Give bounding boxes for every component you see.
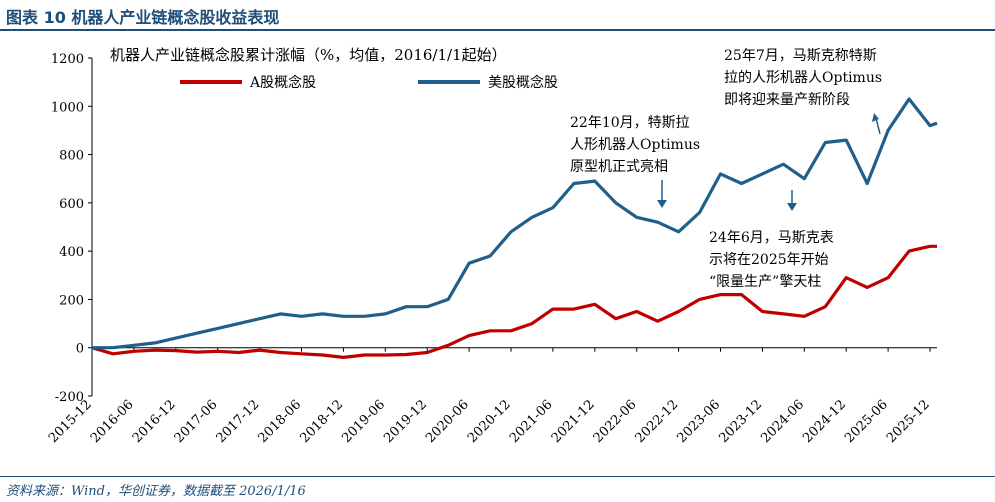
annotation-2022-line-1: 22年10月，特斯拉 xyxy=(570,115,690,131)
y-tick-label: 1000 xyxy=(51,100,84,115)
legend-label-a-share: A股概念股 xyxy=(249,74,316,91)
x-tick-label: 2017-12 xyxy=(214,397,263,446)
source-note: 资料来源：Wind，华创证券，数据截至 2026/1/16 xyxy=(6,484,306,499)
y-tick-label: -200 xyxy=(55,390,84,405)
annotation-2022-arrow-head xyxy=(657,200,667,208)
x-tick-label: 2018-06 xyxy=(256,397,305,446)
chart-series xyxy=(91,97,938,359)
y-tick-label: 200 xyxy=(59,293,84,308)
x-tick-label: 2021-06 xyxy=(507,397,556,446)
annotation-2025: 25年7月，马斯克称特斯 拉的人形机器人Optimus 即将迎来量产新阶段 xyxy=(724,48,882,135)
annotation-2025-line-3: 即将迎来量产新阶段 xyxy=(724,92,850,108)
figure-title: 图表 10 机器人产业链概念股收益表现 xyxy=(6,8,280,27)
annotation-2025-line-1: 25年7月，马斯克称特斯 xyxy=(724,48,877,64)
x-tick-label: 2021-12 xyxy=(549,397,598,446)
annotation-2025-arrow-head xyxy=(872,113,879,122)
x-tick-label: 2025-06 xyxy=(842,397,891,446)
x-tick-label: 2022-06 xyxy=(591,397,640,446)
annotation-2025-line-2: 拉的人形机器人Optimus xyxy=(724,70,882,86)
x-tick-label: 2017-06 xyxy=(172,397,221,446)
y-tick-label: 400 xyxy=(59,245,84,260)
x-tick-label: 2023-12 xyxy=(716,397,765,446)
x-tick-label: 2020-06 xyxy=(423,397,472,446)
x-tick-label: 2019-06 xyxy=(339,397,388,446)
y-tick-label: 1200 xyxy=(51,52,84,67)
x-tick-label: 2016-12 xyxy=(130,397,179,446)
x-tick-label: 2025-12 xyxy=(884,397,933,446)
x-tick-label: 2024-06 xyxy=(758,397,807,446)
y-tick-label: 0 xyxy=(76,342,84,357)
annotation-2022-line-2: 人形机器人Optimus xyxy=(570,137,700,153)
chart-axes: -2000200400600800100012002015-122016-062… xyxy=(46,52,937,446)
line-chart: 机器人产业链概念股累计涨幅（%，均值，2016/1/1起始） A股概念股 美股概… xyxy=(46,46,938,446)
header-divider xyxy=(0,29,995,31)
series-line-a-share xyxy=(91,244,937,359)
figure-header: 图表 10 机器人产业链概念股收益表现 xyxy=(0,0,995,31)
x-tick-label: 2023-06 xyxy=(675,397,724,446)
series-line-us-share xyxy=(92,97,938,350)
x-tick-label: 2018-12 xyxy=(297,397,346,446)
annotation-2025-arrow xyxy=(875,117,881,135)
x-tick-label: 2022-12 xyxy=(633,397,682,446)
chart-legend: A股概念股 美股概念股 xyxy=(180,74,558,91)
annotation-2024-arrow-head xyxy=(787,203,797,211)
annotation-2024-line-2: 示将在2025年开始 xyxy=(709,252,829,268)
annotation-2024-line-1: 24年6月，马斯克表 xyxy=(709,230,834,246)
legend-label-us-share: 美股概念股 xyxy=(488,74,558,91)
annotation-2022: 22年10月，特斯拉 人形机器人Optimus 原型机正式亮相 xyxy=(570,115,700,208)
footer-divider xyxy=(0,476,995,477)
y-tick-label: 800 xyxy=(59,149,84,164)
x-tick-label: 2016-06 xyxy=(88,397,137,446)
x-tick-label: 2019-12 xyxy=(381,397,430,446)
annotation-2024-line-3: “限量生产”擎天柱 xyxy=(709,274,821,290)
annotation-2022-line-3: 原型机正式亮相 xyxy=(570,158,668,175)
x-tick-label: 2024-12 xyxy=(800,397,849,446)
annotation-2024: 24年6月，马斯克表 示将在2025年开始 “限量生产”擎天柱 xyxy=(709,190,834,290)
chart-title: 机器人产业链概念股累计涨幅（%，均值，2016/1/1起始） xyxy=(110,46,507,64)
y-tick-label: 600 xyxy=(59,197,84,212)
x-tick-label: 2020-12 xyxy=(465,397,514,446)
